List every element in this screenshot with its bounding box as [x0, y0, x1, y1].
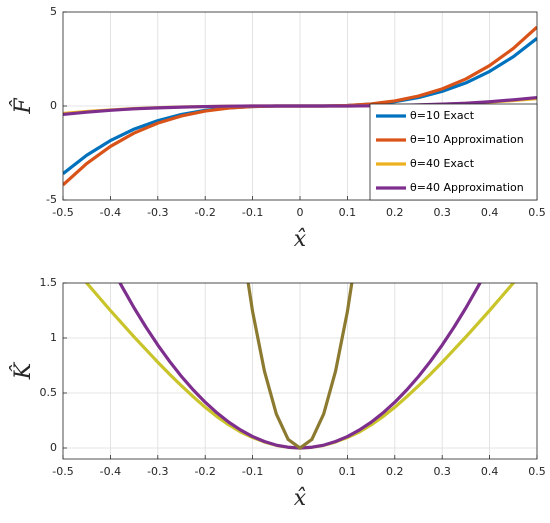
line-series: [63, 95, 537, 117]
y-tick-label: 0: [50, 99, 57, 112]
y-tick-label: 5: [50, 5, 57, 18]
axes-box: [62, 282, 538, 460]
y-tick-label: 1.5: [40, 276, 58, 289]
series-group: [63, 25, 537, 187]
x-tick-label: 0.4: [481, 465, 499, 478]
legend-label: θ=40 Approximation: [410, 181, 524, 194]
x-tick-label: 0.3: [433, 206, 451, 219]
x-tick-label: -0.3: [147, 465, 168, 478]
x-axis-label: x̂: [294, 227, 307, 252]
x-tick-label: 0.5: [528, 206, 546, 219]
x-tick-label: 0.2: [386, 206, 404, 219]
series-group: [84, 283, 516, 450]
x-tick-label: -0.2: [194, 465, 215, 478]
legend-box: [369, 103, 538, 201]
x-tick-label: -0.1: [242, 465, 263, 478]
x-tick-label: 0.2: [386, 465, 404, 478]
y-tick-label: -5: [46, 193, 57, 206]
y-tick-label: 0.5: [40, 386, 58, 399]
x-tick-label: -0.4: [100, 206, 121, 219]
x-tick-label: 0.5: [528, 465, 546, 478]
x-tick-label: -0.4: [100, 465, 121, 478]
x-tick-label: 0: [297, 206, 304, 219]
x-tick-label: 0.1: [339, 465, 357, 478]
x-tick-label: 0.3: [433, 465, 451, 478]
x-tick-label: 0: [297, 465, 304, 478]
x-tick-label: -0.2: [194, 206, 215, 219]
y-axis-label: K̂: [10, 361, 36, 380]
y-tick-label: 0: [50, 441, 57, 454]
legend-label: θ=40 Exact: [410, 157, 475, 170]
x-tick-label: -0.3: [147, 206, 168, 219]
line-series: [246, 283, 354, 450]
x-tick-label: 0.4: [481, 206, 499, 219]
x-tick-label: -0.1: [242, 206, 263, 219]
y-axis-label: F̂: [10, 98, 36, 115]
x-axis-label: x̂: [294, 486, 307, 511]
legend-label: θ=10 Exact: [410, 109, 475, 122]
x-tick-label: -0.5: [52, 465, 73, 478]
x-tick-label: 0.1: [339, 206, 357, 219]
x-tick-label: -0.5: [52, 206, 73, 219]
y-tick-label: 1: [50, 331, 57, 344]
legend-label: θ=10 Approximation: [410, 133, 524, 146]
